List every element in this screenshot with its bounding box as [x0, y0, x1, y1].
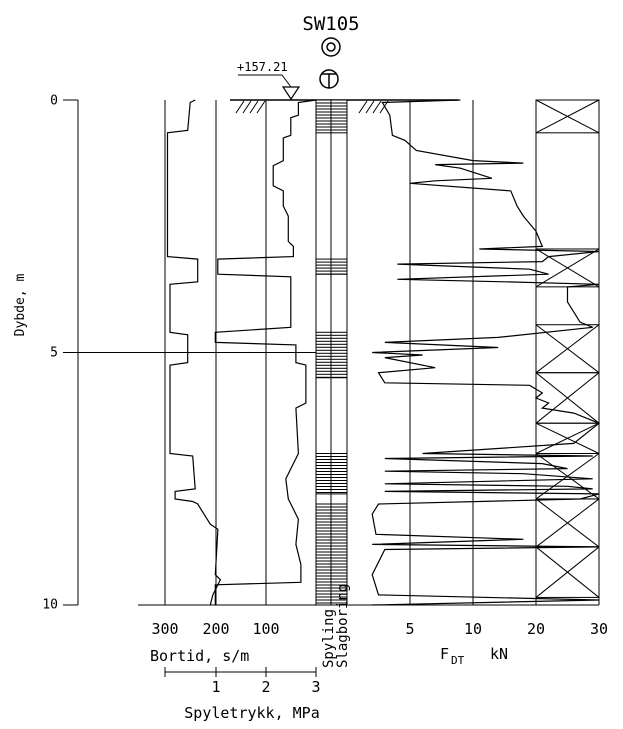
- target-symbol-icon: [321, 37, 341, 57]
- spyletrykk-axis-label: Spyletrykk, MPa: [184, 704, 319, 722]
- slagboring-interval: [330, 258, 348, 275]
- bortid-tick-label: 300: [151, 620, 178, 638]
- fdt-axis-unit: kN: [490, 645, 508, 663]
- column-label-slagboring: Slagboring: [335, 584, 351, 668]
- bortid-curve: [166, 99, 222, 606]
- fdt-crossed-box: [535, 546, 600, 598]
- fdt-crossed-intervals: [535, 99, 600, 598]
- spyletrykk-tick-label: 2: [261, 678, 270, 696]
- fdt-crossed-box: [535, 498, 600, 548]
- fdt-crossed-box: [535, 248, 600, 288]
- fdt-curve: [371, 99, 601, 606]
- chart-title: SW105: [302, 13, 359, 35]
- fdt-axis-label: F: [440, 645, 449, 663]
- spyletrykk-curve: [214, 99, 317, 605]
- t-circle-symbol-icon: [319, 69, 339, 89]
- depth-axis-label: Dybde, m: [13, 274, 28, 337]
- fdt-tick-label: 30: [590, 620, 608, 638]
- elevation-triangle-icon: [281, 86, 301, 101]
- bortid-tick-label: 200: [202, 620, 229, 638]
- fdt-axis-label-subscript: DT: [451, 654, 465, 667]
- elevation-label: +157.21: [237, 60, 288, 74]
- drilling-method-column: [315, 99, 348, 606]
- fdt-tick-label: 5: [405, 620, 414, 638]
- fdt-grid: [409, 100, 600, 605]
- elevation-leader: [281, 74, 292, 88]
- spyletrykk-tick-label: 3: [311, 678, 320, 696]
- bortid-axis-label: Bortid, s/m: [150, 647, 249, 665]
- fdt-tick-label: 20: [527, 620, 545, 638]
- fdt-crossed-box: [535, 422, 600, 455]
- ground-hatch: [235, 100, 389, 114]
- bortid-tick-label: 100: [252, 620, 279, 638]
- slagboring-interval: [330, 99, 348, 134]
- spyletrykk-tick-label: 1: [211, 678, 220, 696]
- depth-tick-label: 10: [42, 598, 58, 613]
- fdt-tick-label: 10: [464, 620, 482, 638]
- fdt-crossed-box: [535, 453, 600, 500]
- depth-tick-label: 0: [50, 94, 58, 109]
- spyling-interval: [315, 99, 332, 134]
- bortid-grid: [164, 100, 267, 605]
- fdt-crossed-box: [535, 372, 600, 424]
- depth-tick-label: 5: [50, 346, 58, 361]
- spyling-interval: [315, 258, 332, 275]
- column-label-spyling: Spyling: [321, 609, 337, 668]
- fdt-crossed-box: [535, 99, 600, 134]
